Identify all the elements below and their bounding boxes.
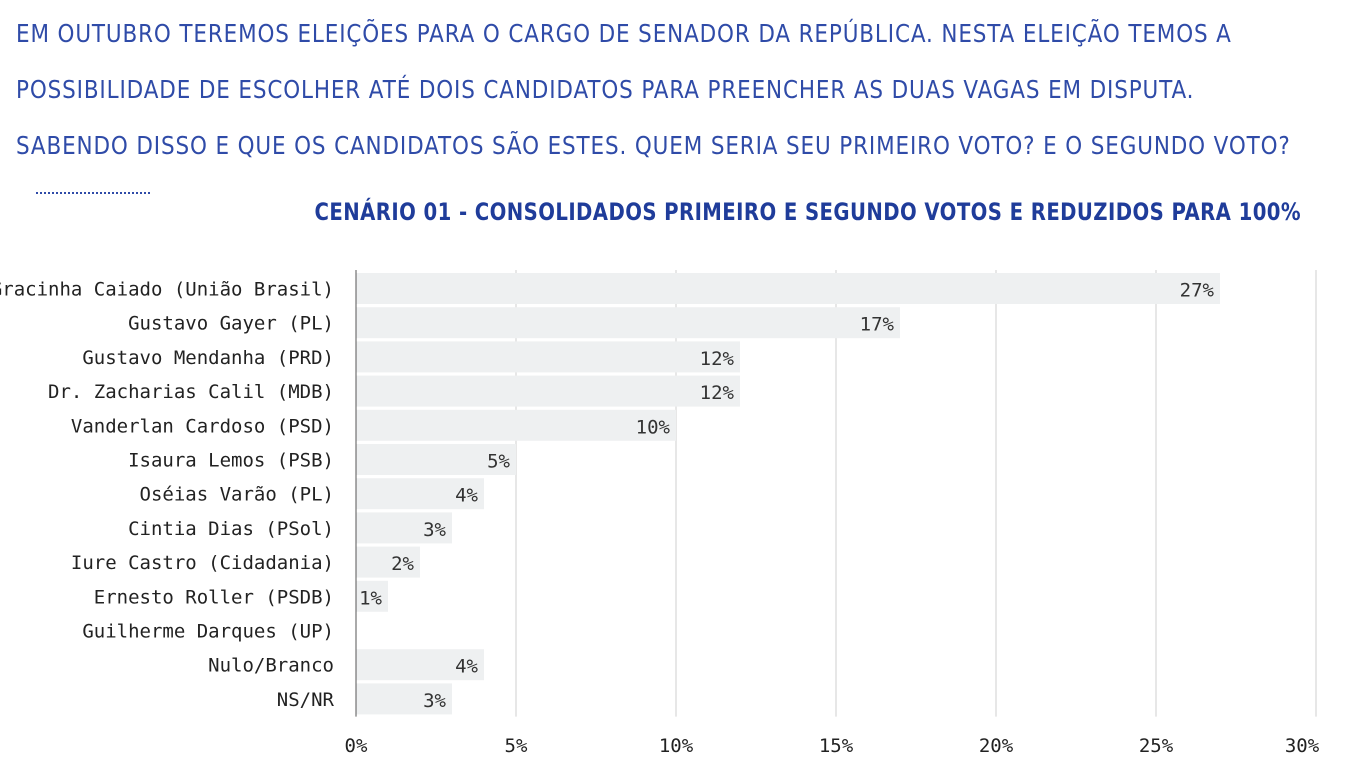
value-label-6: 4%	[455, 485, 478, 507]
value-label-8: 2%	[391, 553, 414, 575]
x-tick-label-5: 5%	[505, 735, 528, 757]
question-line-1: EM OUTUBRO TEREMOS ELEIÇÕES PARA O CARGO…	[16, 19, 1232, 48]
category-label-1: Gustavo Gayer (PL)	[128, 313, 334, 335]
survey-question: EM OUTUBRO TEREMOS ELEIÇÕES PARA O CARGO…	[16, 6, 1291, 174]
x-tick-label-15: 15%	[819, 735, 854, 757]
bar-6	[356, 478, 484, 510]
bar-2	[356, 341, 740, 373]
bar-8	[356, 546, 420, 578]
category-label-4: Vanderlan Cardoso (PSD)	[71, 415, 334, 437]
bar-5	[356, 444, 516, 475]
category-label-0: Gracinha Caiado (União Brasil)	[0, 279, 334, 301]
value-label-3: 12%	[700, 382, 735, 404]
category-label-6: Oséias Varão (PL)	[140, 484, 334, 506]
value-label-12: 3%	[423, 690, 446, 712]
category-label-2: Gustavo Mendanha (PRD)	[82, 347, 334, 369]
x-tick-label-10: 10%	[659, 735, 694, 757]
category-label-12: NS/NR	[277, 689, 335, 711]
x-tick-label-25: 25%	[1139, 735, 1174, 757]
value-label-2: 12%	[700, 348, 735, 370]
bar-7	[356, 512, 452, 544]
question-line-2: POSSIBILIDADE DE ESCOLHER ATÉ DOIS CANDI…	[16, 75, 1195, 104]
value-label-7: 3%	[423, 519, 446, 541]
x-tick-label-0: 0%	[345, 735, 368, 757]
bar-4	[356, 409, 676, 441]
category-label-10: Guilherme Darques (UP)	[82, 621, 334, 643]
bar-9	[356, 580, 388, 612]
category-label-11: Nulo/Branco	[208, 655, 334, 677]
question-line-3: SABENDO DISSO E QUE OS CANDIDATOS SÃO ES…	[16, 131, 1291, 160]
bar-0	[356, 273, 1220, 304]
dotted-divider	[36, 192, 150, 194]
category-label-5: Isaura Lemos (PSB)	[128, 450, 334, 472]
value-label-0: 27%	[1180, 280, 1215, 302]
bar-11	[356, 649, 484, 681]
value-label-9: 1%	[359, 587, 382, 609]
x-tick-label-30: 30%	[1285, 735, 1320, 757]
value-label-4: 10%	[636, 416, 671, 438]
category-label-3: Dr. Zacharias Calil (MDB)	[48, 381, 334, 403]
value-label-11: 4%	[455, 656, 478, 678]
x-tick-label-20: 20%	[979, 735, 1014, 757]
bar-12	[356, 683, 452, 715]
category-label-7: Cintia Dias (PSol)	[128, 518, 334, 540]
bar-1	[356, 307, 900, 339]
category-label-8: Iure Castro (Cidadania)	[71, 552, 334, 574]
bar-3	[356, 375, 740, 407]
value-label-1: 17%	[860, 314, 895, 336]
chart-title: CENÁRIO 01 - CONSOLIDADOS PRIMEIRO E SEG…	[314, 198, 1301, 226]
category-label-9: Ernesto Roller (PSDB)	[94, 586, 334, 608]
value-label-5: 5%	[487, 451, 510, 473]
